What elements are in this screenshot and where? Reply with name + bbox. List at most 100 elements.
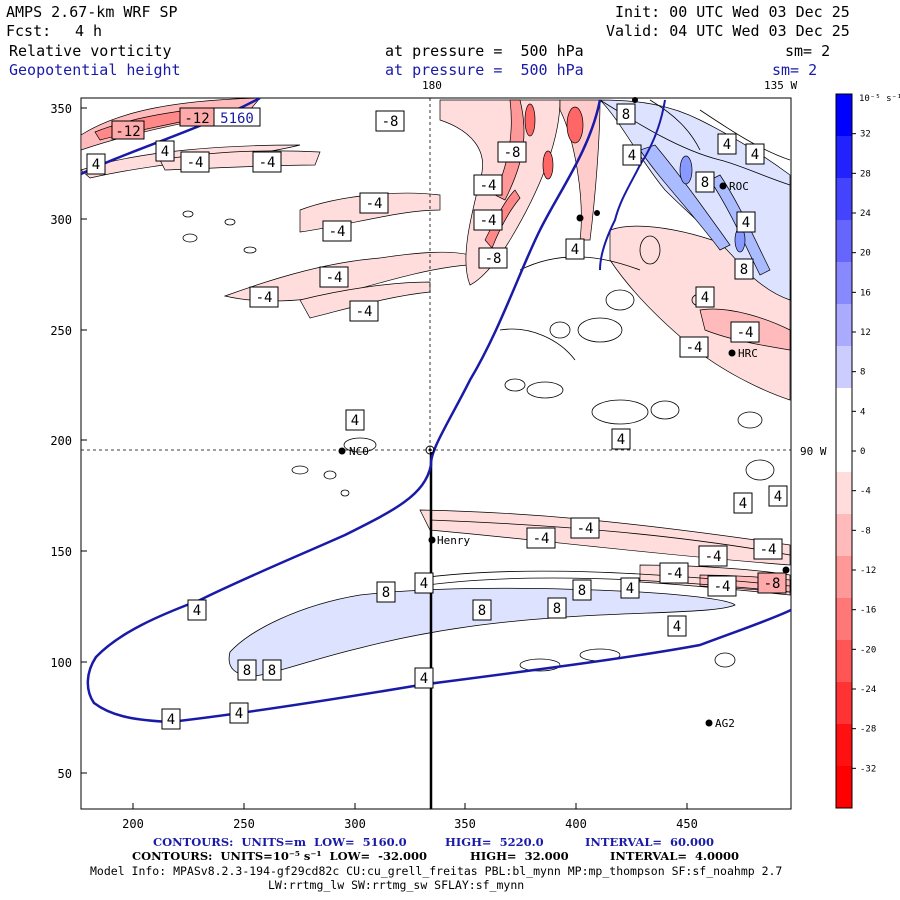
vort-label: 4 xyxy=(345,409,365,431)
svg-text:350: 350 xyxy=(50,102,72,116)
vort-label: -12 xyxy=(179,107,215,127)
svg-text:8: 8 xyxy=(382,585,390,601)
plot-frame xyxy=(80,97,792,810)
vort-label: 4 xyxy=(745,143,765,165)
colorbar-tick-label: -12 xyxy=(860,566,876,576)
svg-text:4: 4 xyxy=(571,242,579,258)
vort-label: -4 xyxy=(526,527,556,549)
svg-text:-4: -4 xyxy=(714,579,731,595)
vort-label: 4 xyxy=(414,572,434,594)
colorbar-cell xyxy=(836,388,852,431)
height-contour xyxy=(86,99,791,724)
longitude-label-135w: 135 W xyxy=(764,79,798,92)
vort-label: -4 xyxy=(707,575,737,597)
svg-text:250: 250 xyxy=(233,817,255,831)
svg-text:4: 4 xyxy=(628,148,636,164)
colorbar-cell xyxy=(836,472,852,515)
svg-text:4: 4 xyxy=(742,215,750,231)
svg-text:4: 4 xyxy=(739,496,747,512)
colorbar-unit: 10⁻⁵ s⁻¹ xyxy=(859,94,900,104)
svg-text:200: 200 xyxy=(122,817,144,831)
svg-text:8: 8 xyxy=(622,107,630,123)
svg-text:AG2: AG2 xyxy=(715,717,735,730)
station-henry: Henry xyxy=(428,534,470,547)
svg-text:4: 4 xyxy=(161,144,169,160)
colorbar-tick-label: 28 xyxy=(860,169,871,179)
vort-label: -4 xyxy=(679,336,709,358)
svg-text:-4: -4 xyxy=(760,542,777,558)
vort-label: 4 xyxy=(611,428,631,450)
footer-physics: LW:rrtmg_lw SW:rrtmg_sw SFLAY:sf_mynn xyxy=(268,878,525,892)
field-vorticity: Relative vorticity xyxy=(9,42,172,60)
height-label: 5160 xyxy=(213,107,261,127)
svg-text:200: 200 xyxy=(50,434,72,448)
svg-text:8: 8 xyxy=(478,603,486,619)
vort-label: -8 xyxy=(757,572,787,594)
x-axis-ticks: 200 250 300 350 400 450 xyxy=(122,817,698,831)
vort-label: 8 xyxy=(472,599,492,621)
colorbar-tick-label: 32 xyxy=(860,130,871,140)
vort-label: 4 xyxy=(736,211,756,233)
footer-vort-high: HIGH= 32.000 xyxy=(470,849,569,863)
vort-label: -4 xyxy=(473,174,503,196)
svg-text:HRC: HRC xyxy=(738,347,758,360)
svg-text:4: 4 xyxy=(420,671,428,687)
svg-text:4: 4 xyxy=(351,413,359,429)
svg-text:-4: -4 xyxy=(329,224,346,240)
vort-label: -4 xyxy=(319,266,349,288)
station-roc: ROC xyxy=(719,180,749,193)
colorbar-tick-label: 0 xyxy=(860,447,865,457)
svg-text:-4: -4 xyxy=(480,213,497,229)
longitude-label-180: 180 xyxy=(422,79,442,92)
field-geopotential: Geopotential height xyxy=(9,61,181,79)
pressure-level-2: at pressure = 500 hPa xyxy=(385,61,584,79)
colorbar-cell xyxy=(836,766,852,809)
colorbar-cell xyxy=(836,682,852,725)
svg-text:4: 4 xyxy=(193,603,201,619)
colorbar-cell xyxy=(836,94,852,137)
svg-text:4: 4 xyxy=(701,290,709,306)
vort-label: 4 xyxy=(565,238,585,260)
svg-text:8: 8 xyxy=(740,262,748,278)
svg-text:-8: -8 xyxy=(485,251,502,267)
vort-label: -4 xyxy=(359,192,389,214)
footer-height-interval: INTERVAL= 60.000 xyxy=(585,835,715,849)
svg-text:-4: -4 xyxy=(356,304,373,320)
pressure-level-1: at pressure = 500 hPa xyxy=(385,42,584,60)
svg-text:-4: -4 xyxy=(737,325,754,341)
station-nco: NCO xyxy=(338,445,369,458)
model-title: AMPS 2.67-km WRF SP xyxy=(6,3,178,21)
svg-text:-4: -4 xyxy=(480,178,497,194)
vort-label: -4 xyxy=(252,151,282,173)
height-label: 4 xyxy=(86,153,106,175)
svg-text:300: 300 xyxy=(50,213,72,227)
forecast-label: Fcst: xyxy=(6,22,52,40)
vort-label: 4 xyxy=(155,140,175,162)
colorbar-cell xyxy=(836,430,852,473)
vort-label: 8 xyxy=(734,258,754,280)
footer-height-units: CONTOURS: UNITS=m LOW= 5160.0 xyxy=(153,835,407,849)
colorbar-cell xyxy=(836,262,852,305)
vort-label: 8 xyxy=(237,659,257,681)
vort-label: 4 xyxy=(695,286,715,308)
footer-vort-units: CONTOURS: UNITS=10⁻⁵ s⁻¹ LOW= -32.000 xyxy=(132,849,427,863)
colorbar-tick-label: -16 xyxy=(860,606,876,616)
svg-text:8: 8 xyxy=(578,583,586,599)
svg-text:100: 100 xyxy=(50,656,72,670)
svg-text:-12: -12 xyxy=(115,124,140,140)
vort-label: -4 xyxy=(349,300,379,322)
svg-text:-8: -8 xyxy=(504,145,521,161)
contour-labels: -12 -12 5160 4 4 -4 -4 -8 -4 -4 -4 -4 -4… xyxy=(86,103,788,730)
svg-text:-4: -4 xyxy=(666,566,683,582)
vort-label: 8 xyxy=(695,171,715,193)
colorbar-tick-label: -32 xyxy=(860,764,876,774)
svg-text:-4: -4 xyxy=(705,549,722,565)
smoothing-1: sm= 2 xyxy=(785,42,831,60)
colorbar-cell xyxy=(836,640,852,683)
svg-text:-12: -12 xyxy=(184,111,209,127)
forecast-hours: 4 h xyxy=(75,22,103,40)
colorbar-cell xyxy=(836,178,852,221)
colorbar-cell xyxy=(836,220,852,263)
vort-label: -4 xyxy=(322,220,352,242)
